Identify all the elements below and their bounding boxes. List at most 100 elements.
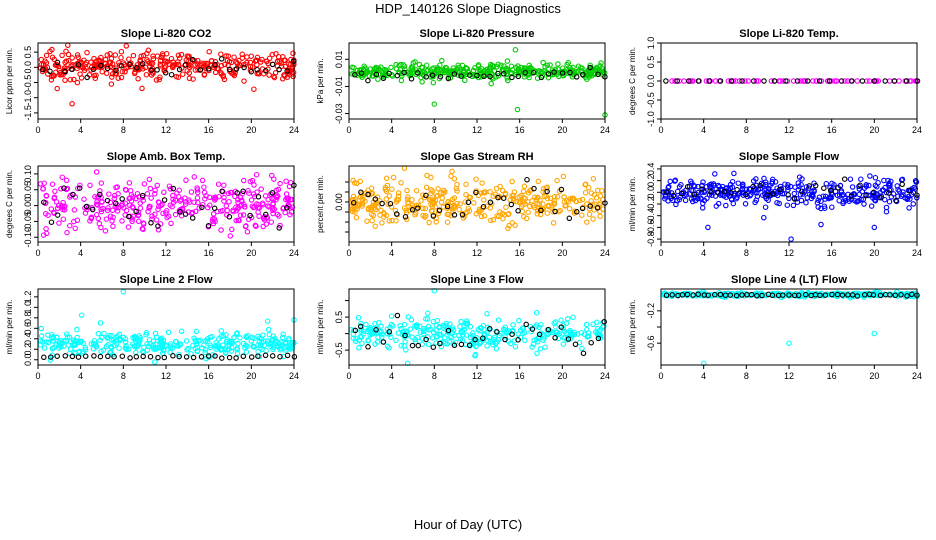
data-point [234, 330, 240, 336]
x-tick-label: 16 [827, 248, 837, 258]
data-point [470, 330, 476, 336]
data-point [669, 78, 675, 84]
data-point [154, 182, 160, 189]
x-tick-label: 4 [701, 371, 706, 381]
data-point [504, 58, 511, 64]
data-point [398, 77, 405, 84]
data-point [167, 186, 174, 192]
outlier-point [78, 312, 85, 318]
data-point [40, 232, 47, 238]
x-tick-label: 24 [600, 125, 610, 135]
data-point [436, 324, 443, 330]
data-point [398, 179, 404, 186]
data-point [442, 189, 448, 195]
x-tick-label: 12 [784, 371, 794, 381]
data-point [795, 180, 802, 186]
x-tick-label: 4 [389, 371, 394, 381]
panel-title: Slope Li-820 Temp. [739, 28, 838, 40]
data-point [74, 79, 81, 86]
data-point [383, 67, 389, 73]
data-point [723, 202, 729, 209]
data-point-black [69, 66, 75, 73]
data-point [490, 336, 497, 343]
data-point [397, 323, 403, 329]
x-tick-label: 8 [121, 371, 126, 381]
data-point [363, 321, 369, 328]
data-point [452, 68, 458, 75]
data-point [405, 194, 411, 200]
data-point-black [816, 78, 823, 84]
y-tick-label: 0.2 [646, 174, 656, 187]
data-point [533, 309, 540, 316]
data-point-black [240, 188, 246, 195]
data-point [782, 181, 788, 187]
data-point [426, 327, 432, 333]
data-point [110, 214, 116, 221]
data-point-black [254, 66, 260, 73]
data-point [712, 171, 718, 177]
data-point [487, 189, 493, 195]
data-point [122, 336, 129, 342]
data-point [137, 200, 144, 206]
data-point [116, 345, 122, 351]
data-point [907, 196, 913, 202]
data-point [49, 345, 56, 352]
data-point [271, 176, 277, 182]
data-point [527, 65, 533, 72]
data-point-black [587, 203, 593, 209]
data-point-black [465, 199, 472, 206]
x-axis-label: Hour of Day (UTC) [413, 517, 523, 532]
data-point-black [262, 352, 269, 359]
data-point [473, 176, 479, 182]
data-point-black [717, 291, 724, 298]
data-point-black [276, 66, 282, 73]
data-point [896, 188, 903, 194]
data-point-black [155, 223, 161, 229]
data-point-black [197, 67, 204, 73]
data-point-black [451, 71, 458, 77]
data-point-black [161, 197, 168, 203]
data-point [534, 339, 541, 345]
data-point [672, 178, 678, 184]
panel-title: Slope Line 4 (LT) Flow [731, 274, 847, 286]
data-point [405, 314, 412, 320]
data-point [251, 204, 258, 211]
data-point [119, 68, 126, 75]
y-tick-label: 0.00 [23, 197, 33, 215]
data-point [511, 189, 518, 195]
data-point [145, 208, 151, 215]
data-point [890, 292, 896, 298]
data-point [247, 63, 254, 70]
data-point [253, 171, 260, 178]
data-point [186, 75, 193, 82]
outlier-point [54, 85, 60, 92]
data-point [704, 195, 710, 202]
y-axis-label: ml/min per min. [316, 300, 325, 355]
x-tick-label: 0 [346, 248, 351, 258]
x-tick-label: 20 [246, 125, 256, 135]
data-point-black [748, 291, 755, 298]
data-point [409, 197, 415, 203]
data-point [757, 185, 764, 192]
data-point-black [134, 65, 140, 71]
data-point [438, 339, 444, 346]
data-point [188, 63, 194, 69]
data-point-black [139, 61, 146, 67]
y-tick-label: 0.00 [334, 193, 344, 211]
data-point-black [663, 78, 669, 84]
data-point [283, 178, 289, 184]
data-point [776, 200, 782, 207]
data-point [459, 62, 466, 69]
data-point [803, 199, 809, 206]
data-point-black [423, 192, 429, 199]
data-point [200, 201, 206, 208]
data-point [139, 194, 146, 201]
data-point [393, 61, 399, 68]
data-point [93, 344, 100, 350]
data-point [472, 73, 478, 79]
data-point [153, 77, 160, 83]
data-point [243, 223, 249, 229]
data-point [288, 61, 294, 68]
data-point [821, 203, 828, 209]
data-point [223, 53, 229, 59]
